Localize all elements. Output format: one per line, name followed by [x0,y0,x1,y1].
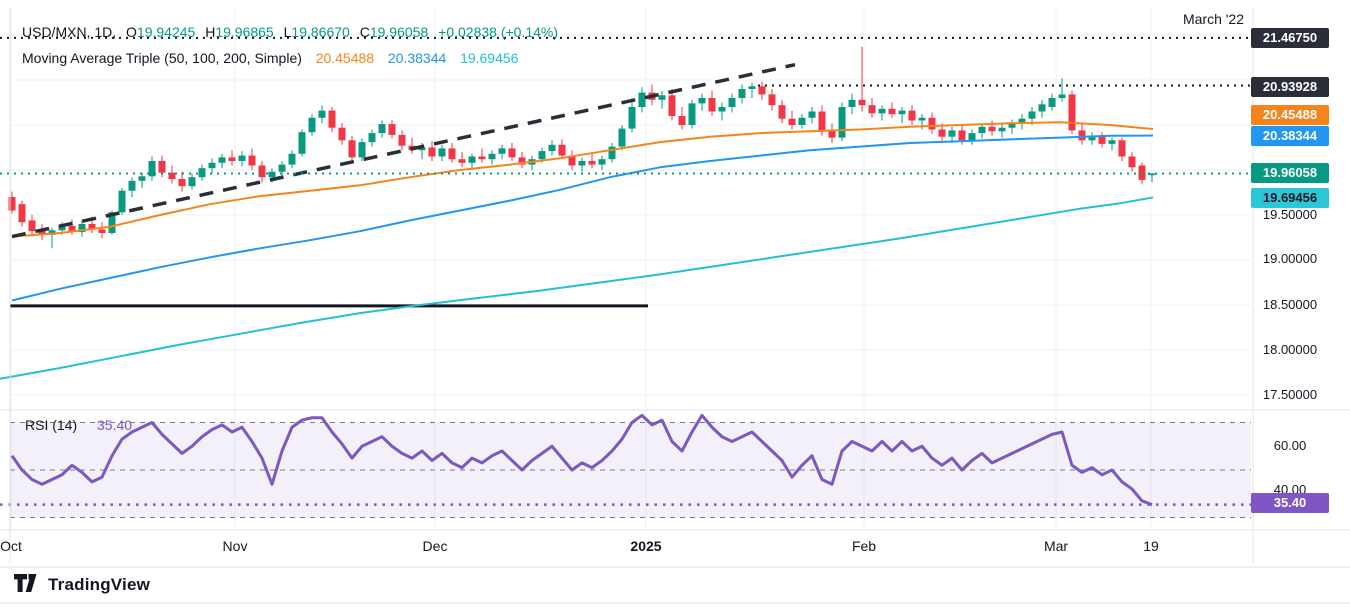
ohlc-low-label: L [283,24,292,40]
price-badge: 19.96058 [1251,163,1329,183]
tradingview-logo-icon [14,574,37,592]
ohlc-open-value: 19.94245 [136,24,196,40]
price-axis-label: 18.00000 [1262,342,1318,357]
time-axis-label: 2025 [630,538,662,554]
price-badge: 20.38344 [1251,126,1329,146]
time-axis-label: Oct [0,538,22,554]
rsi-badge: 35.40 [1251,493,1329,513]
price-badge: 20.93928 [1251,77,1329,97]
rsi-indicator-label[interactable]: RSI (14) [25,417,78,433]
time-axis-label: Mar [1043,538,1069,554]
footer-brand[interactable]: TradingView [14,574,150,595]
symbol-ohlc-line: USD/MXN, 1D, O19.94245 H19.96865 L19.866… [22,24,558,40]
rsi-axis-label: 60.00 [1273,438,1307,453]
price-badge: 19.69456 [1251,188,1329,208]
ma100-value: 20.38344 [387,50,447,66]
time-axis-label: Dec [422,538,448,554]
ma-indicator-line: Moving Average Triple (50, 100, 200, Sim… [22,50,518,66]
ohlc-low-value: 19.86670 [291,24,350,40]
change-value: +0.02838 (+0.14%) [438,24,559,40]
date-note: March '22 [1182,11,1244,27]
price-axis-label: 17.50000 [1262,387,1318,402]
symbol-title[interactable]: USD/MXN, 1D, [22,24,117,40]
ma200-value: 19.69456 [460,50,519,66]
time-axis-label: Feb [851,538,877,554]
ohlc-open-label: O [126,24,137,40]
price-axis-label: 19.00000 [1262,251,1318,266]
ma-indicator-label[interactable]: Moving Average Triple (50, 100, 200, Sim… [22,50,302,66]
tradingview-brand-text: TradingView [48,574,151,594]
ohlc-close-label: C [359,24,370,40]
ohlc-high-label: H [205,24,216,40]
time-axis-label: Nov [222,538,248,554]
price-axis-label: 19.50000 [1262,207,1318,222]
price-badge: 20.45488 [1251,105,1329,125]
ohlc-close-value: 19.96058 [369,24,429,40]
price-axis-label: 18.50000 [1262,297,1318,312]
ma50-value: 20.45488 [315,50,375,66]
rsi-indicator-line: RSI (14) 35.40 [25,417,132,433]
time-axis-label: 19 [1143,538,1159,554]
ohlc-high-value: 19.96865 [215,24,274,40]
rsi-current-value: 35.40 [97,417,133,433]
price-badge: 21.46750 [1251,28,1329,48]
